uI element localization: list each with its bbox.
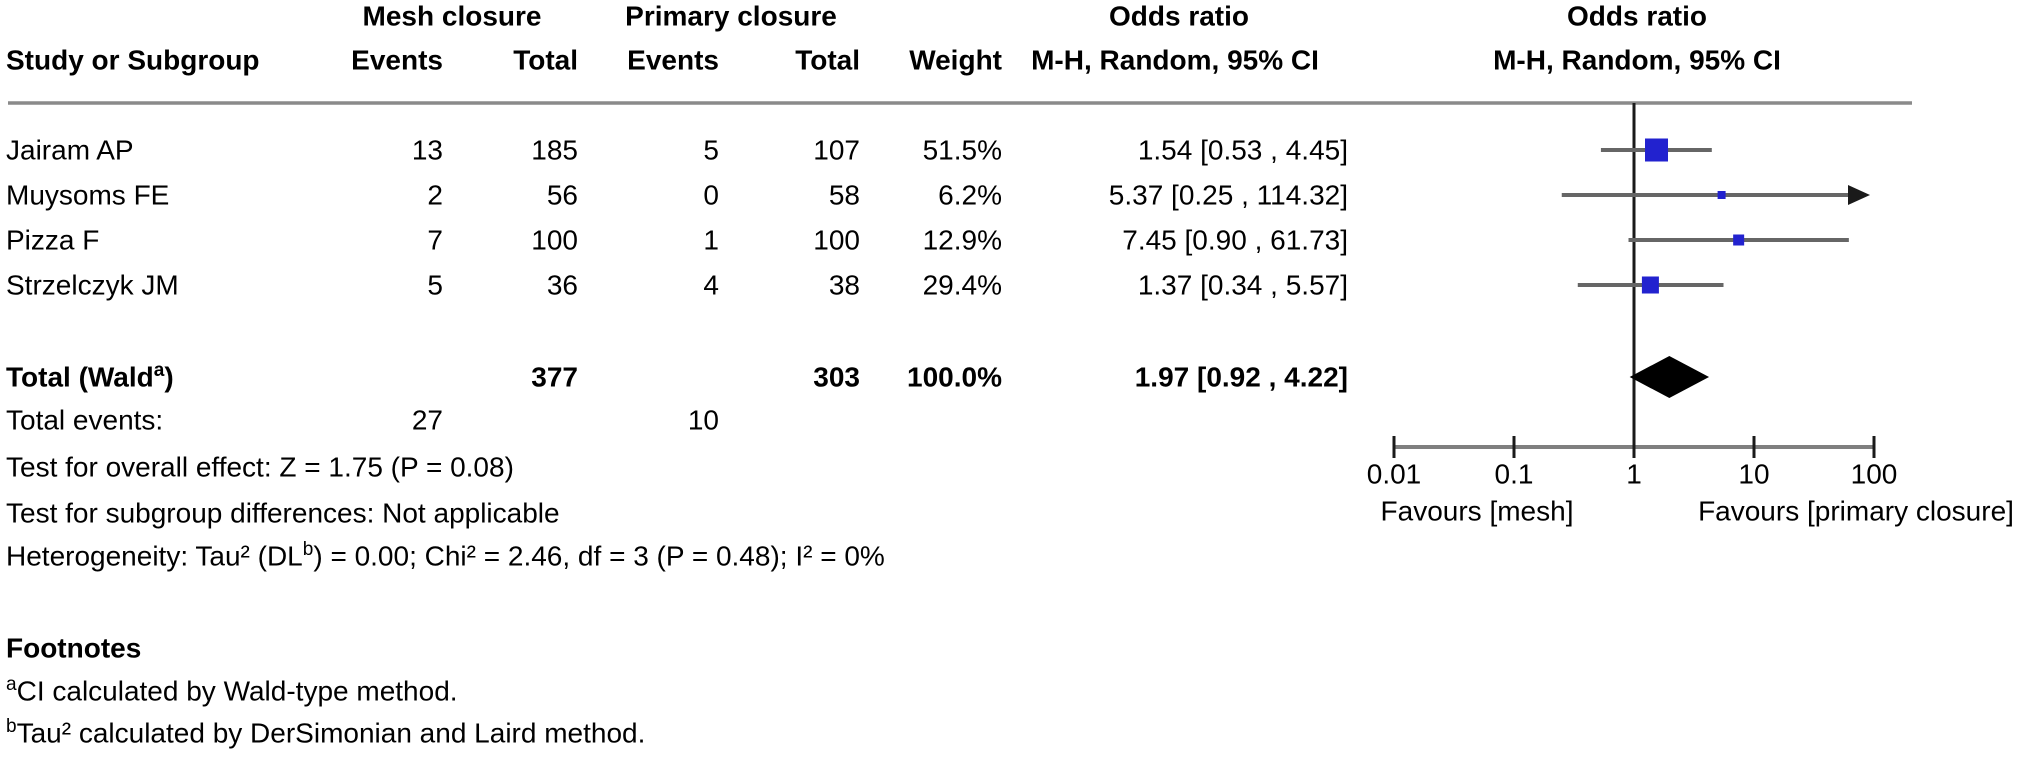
study-mesh-total: 36 xyxy=(546,269,578,301)
total-mesh-n: 377 xyxy=(531,361,578,393)
or-point-estimate-marker xyxy=(1645,138,1669,162)
group-header-mesh: Mesh closure xyxy=(362,0,542,32)
study-or-ci: 1.54 [0.53 , 4.45] xyxy=(1137,134,1348,166)
study-primary-total: 58 xyxy=(828,179,860,211)
col-header-weight: Weight xyxy=(909,44,1002,76)
favours-left-label: Favours [mesh] xyxy=(1380,495,1574,527)
study-mesh-total: 56 xyxy=(546,179,578,211)
axis-tick-label: 10 xyxy=(1738,458,1770,490)
favours-right-label: Favours [primary closure] xyxy=(1698,495,2014,527)
total-or-ci: 1.97 [0.92 , 4.22] xyxy=(1134,361,1348,393)
subgroup-difference-test: Test for subgroup differences: Not appli… xyxy=(6,497,560,529)
axis-tick-label: 0.1 xyxy=(1494,458,1534,490)
study-or-ci: 5.37 [0.25 , 114.32] xyxy=(1108,179,1348,211)
study-mesh-events: 13 xyxy=(411,134,443,166)
study-primary-total: 100 xyxy=(813,224,860,256)
arrow-right-marker xyxy=(1848,185,1870,205)
total-row-label: Total (Walda) xyxy=(6,359,174,393)
col-header-primary-events: Events xyxy=(627,44,719,76)
study-weight: 29.4% xyxy=(922,269,1002,301)
study-name: Pizza F xyxy=(6,224,100,256)
study-name: Jairam AP xyxy=(6,134,134,166)
or-point-estimate-marker xyxy=(1641,276,1659,294)
total-events-label: Total events: xyxy=(6,404,164,436)
odds-ratio-header-text-col: Odds ratio xyxy=(1108,0,1250,32)
study-primary-events: 5 xyxy=(703,134,719,166)
footnotes-title: Footnotes xyxy=(6,632,142,664)
study-or-ci: 7.45 [0.90 , 61.73] xyxy=(1122,224,1348,256)
group-header-primary: Primary closure xyxy=(625,0,837,32)
or-point-estimate-marker xyxy=(1717,191,1726,199)
footnote-a: aCI calculated by Wald-type method. xyxy=(6,673,458,707)
total-weight: 100.0% xyxy=(907,361,1002,393)
study-mesh-total: 185 xyxy=(531,134,578,166)
footnote-marker-a: a xyxy=(153,359,165,381)
study-primary-events: 0 xyxy=(703,179,719,211)
study-mesh-events: 2 xyxy=(427,179,443,211)
total-events-primary: 10 xyxy=(687,404,719,436)
study-weight: 6.2% xyxy=(938,179,1002,211)
study-mesh-total: 100 xyxy=(531,224,578,256)
study-primary-total: 38 xyxy=(828,269,860,301)
study-mesh-events: 5 xyxy=(427,269,443,301)
col-header-mh-text: M-H, Random, 95% CI xyxy=(1031,44,1319,76)
footnote-b: bTau² calculated by DerSimonian and Lair… xyxy=(6,715,646,749)
summary-diamond xyxy=(1629,356,1710,398)
footnote-marker-b: b xyxy=(302,538,314,560)
study-weight: 51.5% xyxy=(922,134,1002,166)
overall-effect-test: Test for overall effect: Z = 1.75 (P = 0… xyxy=(6,451,514,483)
study-primary-events: 1 xyxy=(703,224,719,256)
axis-tick-label: 100 xyxy=(1850,458,1898,490)
col-header-mesh-events: Events xyxy=(351,44,443,76)
col-header-mh-plot: M-H, Random, 95% CI xyxy=(1493,44,1781,76)
study-weight: 12.9% xyxy=(922,224,1002,256)
study-or-ci: 1.37 [0.34 , 5.57] xyxy=(1137,269,1348,301)
total-primary-n: 303 xyxy=(813,361,860,393)
study-mesh-events: 7 xyxy=(427,224,443,256)
axis-tick-label: 1 xyxy=(1626,458,1642,490)
heterogeneity-stats: Heterogeneity: Tau² (DLb) = 0.00; Chi² =… xyxy=(6,538,885,572)
or-point-estimate-marker xyxy=(1733,234,1745,246)
study-name: Muysoms FE xyxy=(6,179,170,211)
odds-ratio-header-plot-col: Odds ratio xyxy=(1566,0,1708,32)
study-name: Strzelczyk JM xyxy=(6,269,179,301)
col-header-primary-total: Total xyxy=(795,44,860,76)
col-header-study: Study or Subgroup xyxy=(6,44,260,76)
axis-tick-label: 0.01 xyxy=(1366,458,1422,490)
study-primary-events: 4 xyxy=(703,269,719,301)
col-header-mesh-total: Total xyxy=(513,44,578,76)
study-primary-total: 107 xyxy=(813,134,860,166)
total-events-mesh: 27 xyxy=(411,404,443,436)
